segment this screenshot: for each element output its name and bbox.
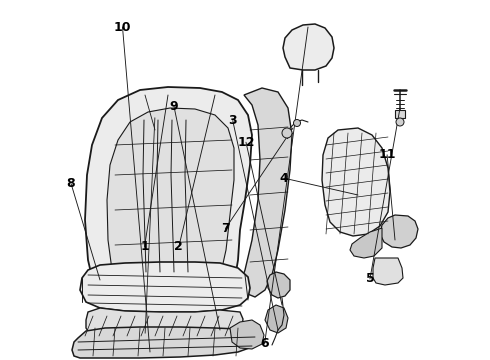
Circle shape — [396, 118, 404, 126]
Text: 12: 12 — [237, 136, 255, 149]
Polygon shape — [373, 258, 403, 285]
Polygon shape — [72, 327, 258, 358]
Polygon shape — [86, 308, 243, 340]
Text: 11: 11 — [378, 148, 396, 161]
Text: 2: 2 — [174, 240, 183, 253]
Text: 1: 1 — [140, 240, 149, 253]
Polygon shape — [265, 305, 288, 333]
Text: 5: 5 — [366, 273, 374, 285]
Polygon shape — [283, 24, 334, 70]
Polygon shape — [107, 108, 234, 281]
Circle shape — [294, 120, 300, 126]
Text: 8: 8 — [67, 177, 75, 190]
Polygon shape — [85, 87, 252, 295]
Circle shape — [282, 128, 292, 138]
Polygon shape — [230, 320, 264, 349]
Text: 9: 9 — [170, 100, 178, 113]
Text: 3: 3 — [228, 114, 237, 127]
Polygon shape — [267, 272, 290, 298]
Text: 7: 7 — [221, 222, 230, 235]
Polygon shape — [395, 110, 405, 118]
Polygon shape — [80, 262, 250, 312]
Polygon shape — [350, 228, 382, 258]
Polygon shape — [380, 215, 418, 248]
Text: 10: 10 — [114, 21, 131, 33]
Text: 6: 6 — [260, 337, 269, 350]
Polygon shape — [322, 128, 390, 236]
Polygon shape — [238, 88, 292, 297]
Text: 4: 4 — [280, 172, 289, 185]
